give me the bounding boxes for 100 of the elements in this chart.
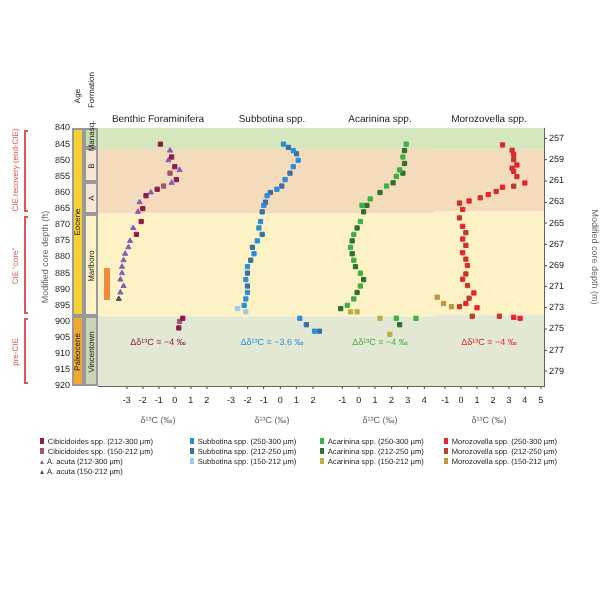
point [456,200,463,206]
point [351,231,357,238]
point [354,225,360,231]
point [477,195,483,201]
point [456,304,463,310]
point [157,141,164,147]
point [274,186,280,192]
point [474,305,480,311]
point [364,202,370,209]
point [469,313,475,319]
point [349,238,355,244]
point [471,290,477,296]
point [393,315,399,321]
point [259,209,265,215]
point [456,215,463,221]
point [122,250,129,256]
point [460,223,466,229]
point [351,296,357,302]
point [256,225,262,231]
point [509,147,515,153]
point [311,328,318,334]
point [357,283,363,289]
point [359,202,365,209]
point [387,331,393,338]
point [143,193,149,199]
point [147,189,154,195]
point [522,180,528,186]
point [120,282,127,289]
point [117,276,124,282]
point [390,180,396,186]
point [511,314,517,320]
point [377,315,383,321]
point [347,309,354,315]
point [361,276,367,283]
point [485,191,491,198]
point [464,282,471,289]
point [176,166,183,172]
point [493,188,499,195]
point [244,264,251,270]
point [115,295,122,301]
point [154,186,160,192]
point [514,174,520,180]
point [251,251,257,257]
point [287,170,293,176]
point [354,309,360,315]
point [354,289,360,296]
point [338,305,344,312]
point [140,206,146,212]
point [349,251,355,257]
point [434,294,440,300]
point [344,302,350,308]
point [297,315,303,321]
point [249,244,255,250]
point [357,270,363,276]
point [463,300,469,307]
point [244,283,251,289]
point [464,262,471,269]
point [460,276,466,282]
point [511,157,517,163]
point [130,224,137,230]
point [241,302,247,308]
point [138,218,144,225]
point [118,263,126,269]
point [160,183,167,189]
point [460,206,466,213]
point [168,179,175,185]
point [172,164,178,170]
point [166,147,174,153]
point [280,141,287,147]
point [460,250,466,256]
point [303,322,309,328]
point [134,208,142,214]
point [173,176,180,183]
point [316,328,323,334]
point [257,218,264,225]
point [290,164,296,170]
point [282,176,288,183]
point [499,142,506,148]
point [125,243,132,250]
point [243,276,249,283]
point [248,257,254,263]
point [235,305,241,312]
point [440,300,447,307]
point [383,183,390,189]
point [511,151,517,158]
point [285,144,291,150]
point [377,189,383,196]
point [413,315,419,321]
point [352,264,359,270]
point [244,270,251,276]
point [496,313,502,319]
point [357,218,363,225]
point [133,231,140,238]
point [403,141,409,147]
point [254,238,260,244]
point [463,230,469,236]
point [463,271,469,277]
point [347,244,354,250]
point [279,183,285,189]
point [514,162,520,168]
